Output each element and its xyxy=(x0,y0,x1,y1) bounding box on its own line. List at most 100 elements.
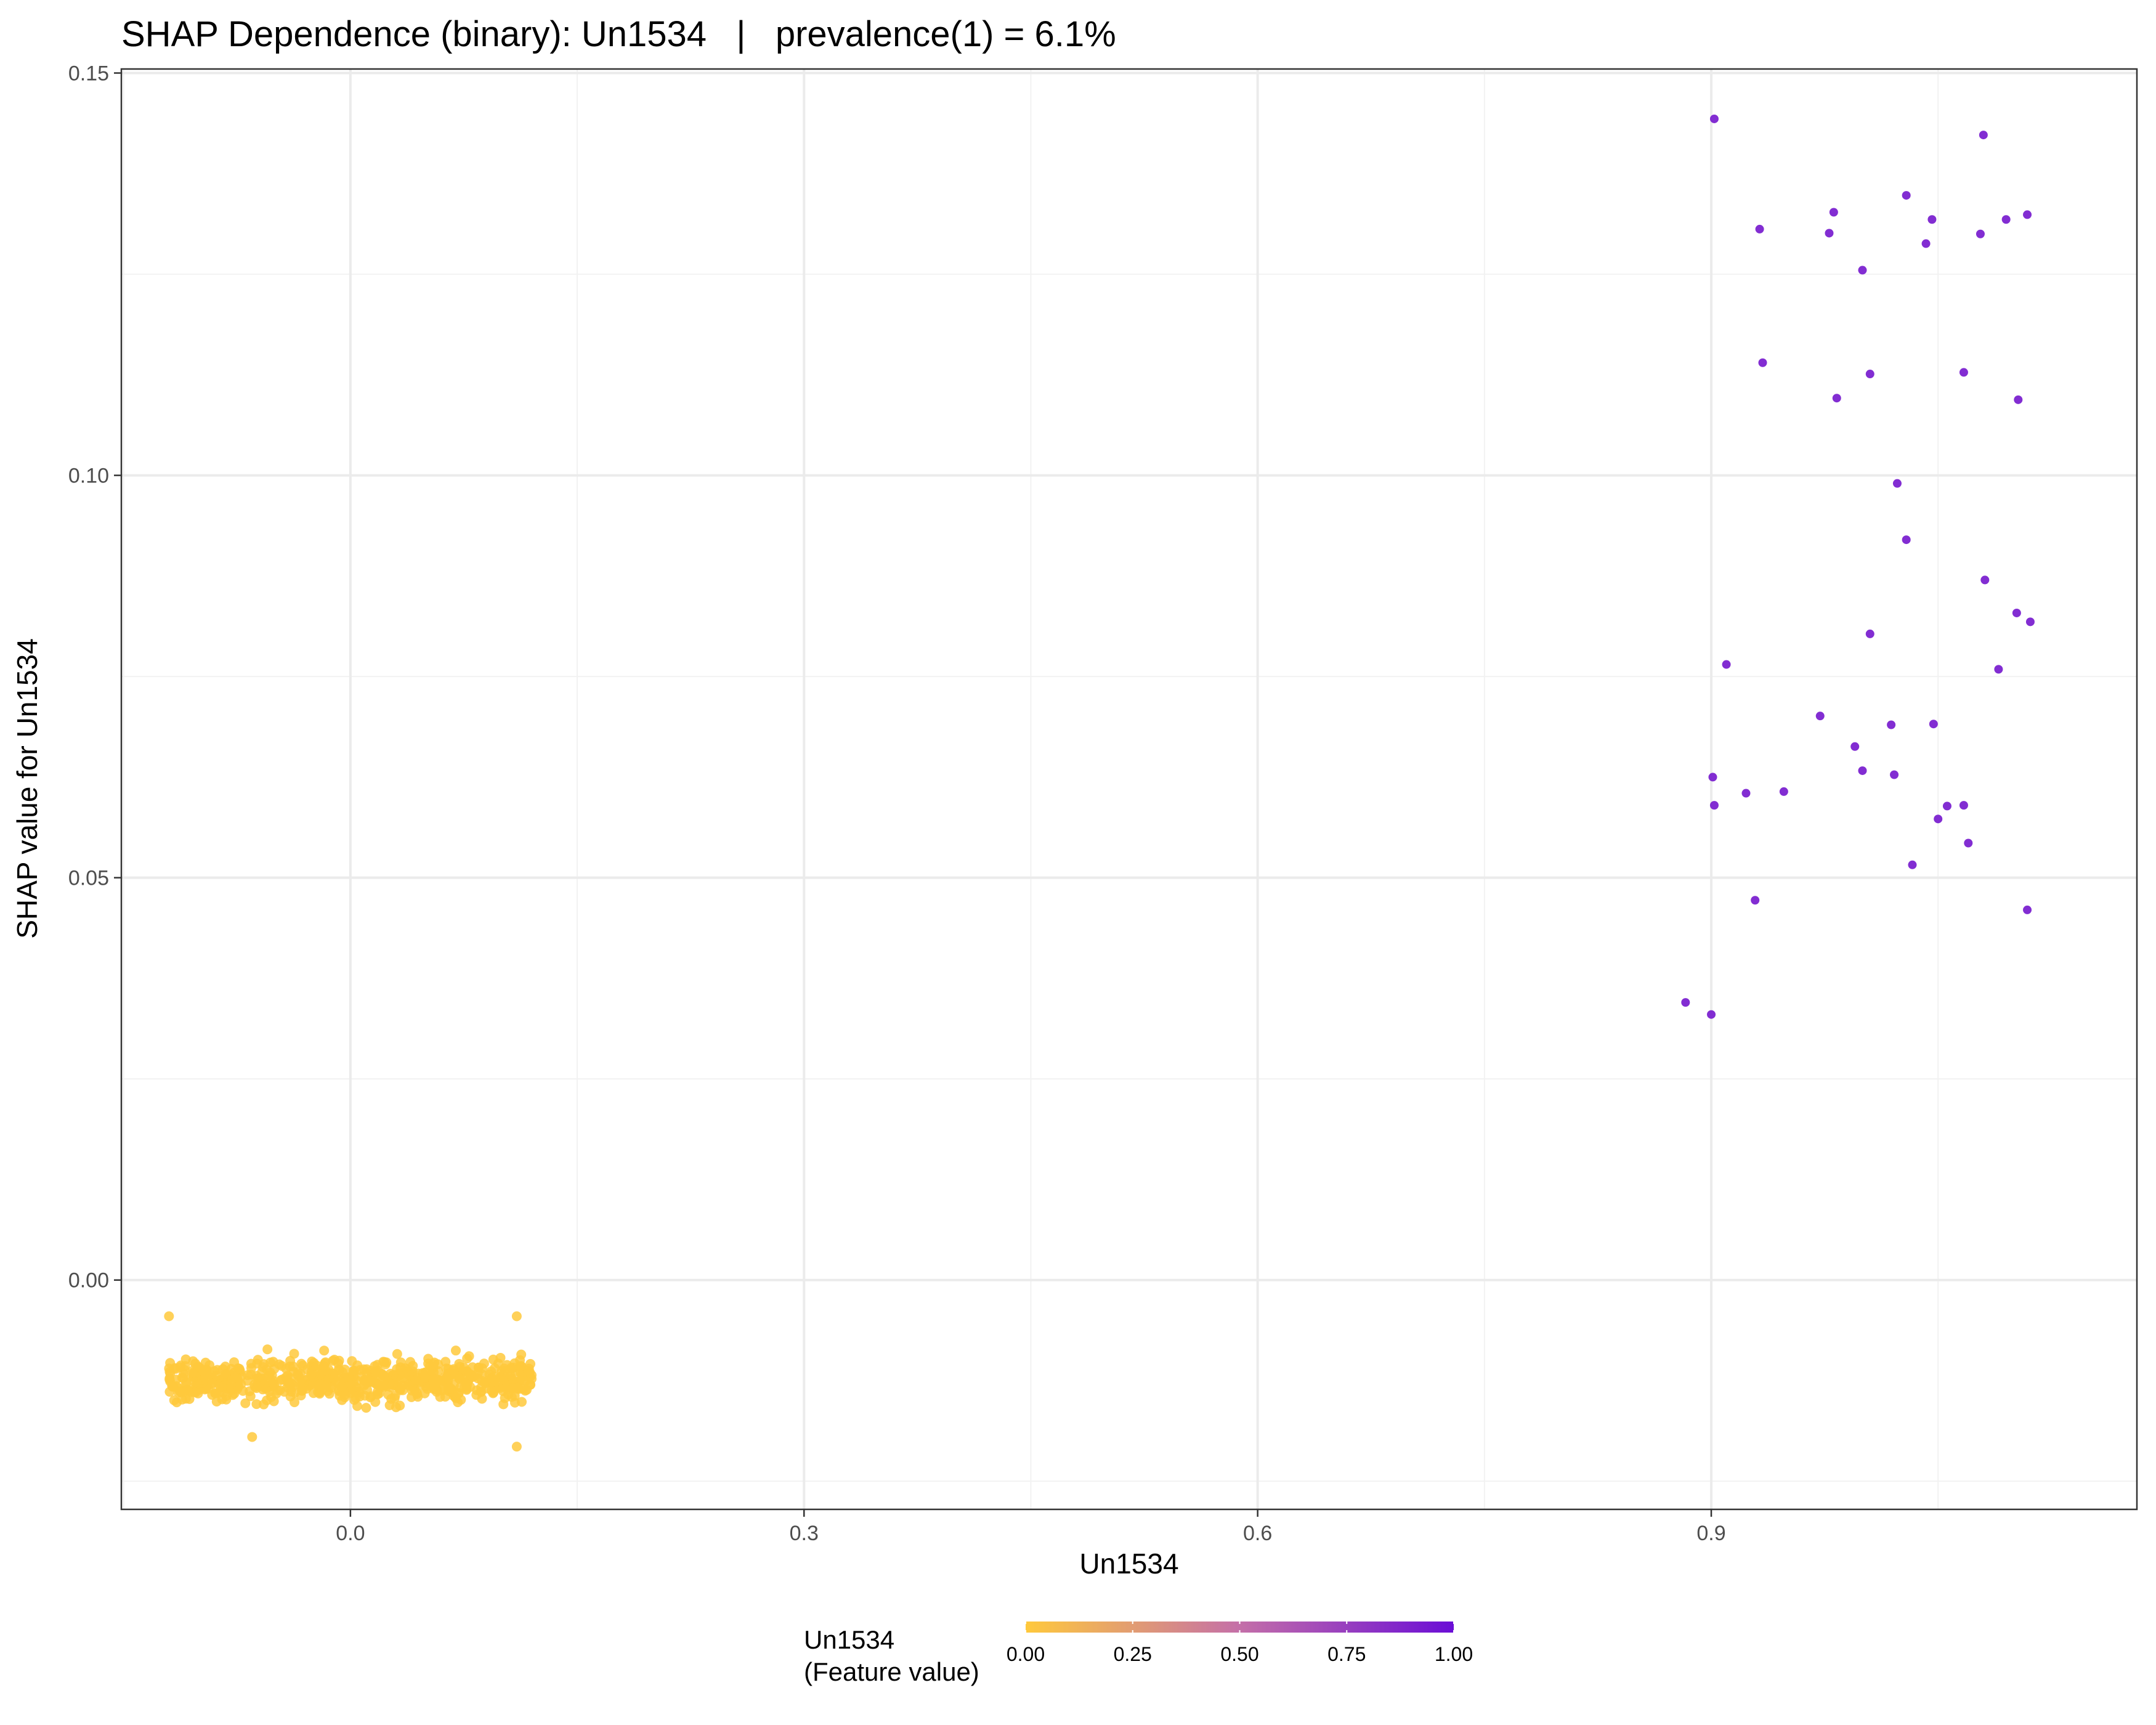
data-point-feature-0 xyxy=(431,1387,442,1397)
data-point-feature-1 xyxy=(1865,629,1874,638)
data-point-feature-1 xyxy=(1976,229,1985,238)
data-point-feature-0 xyxy=(217,1381,228,1392)
data-point-feature-0 xyxy=(440,1357,451,1367)
data-point-feature-0 xyxy=(190,1387,201,1398)
data-point-feature-0 xyxy=(339,1364,350,1374)
data-point-feature-1 xyxy=(1758,358,1767,367)
data-point-feature-1 xyxy=(1980,575,1990,585)
data-point-feature-0 xyxy=(197,1378,208,1388)
colorbar-tick-label: 1.00 xyxy=(1435,1643,1473,1665)
data-point-feature-1 xyxy=(1994,665,2003,674)
data-point-feature-1 xyxy=(1959,801,1968,810)
data-point-feature-1 xyxy=(2023,210,2032,219)
data-point-feature-0 xyxy=(251,1399,262,1410)
data-point-feature-1 xyxy=(1959,368,1968,377)
data-point-feature-1 xyxy=(1708,773,1717,782)
data-point-feature-0 xyxy=(176,1387,186,1398)
colorbar-tick-label: 0.50 xyxy=(1220,1643,1258,1665)
data-point-feature-0 xyxy=(366,1391,376,1402)
chart-title: SHAP Dependence (binary): Un1534 | preva… xyxy=(121,14,1116,54)
colorbar-tick-label: 0.00 xyxy=(1007,1643,1045,1665)
data-point-feature-1 xyxy=(1850,742,1860,751)
data-point-feature-0 xyxy=(517,1397,527,1407)
data-point-feature-1 xyxy=(1865,370,1874,379)
data-point-feature-0 xyxy=(201,1364,212,1374)
data-point-feature-0 xyxy=(352,1375,362,1386)
data-point-feature-0 xyxy=(320,1365,331,1376)
data-point-feature-0 xyxy=(484,1374,495,1385)
data-point-feature-0 xyxy=(296,1378,306,1389)
data-point-feature-0 xyxy=(290,1397,300,1408)
data-point-feature-1 xyxy=(1927,215,1937,224)
legend-title-line1: Un1534 xyxy=(804,1625,894,1654)
data-point-feature-0 xyxy=(365,1376,375,1386)
data-point-feature-1 xyxy=(1815,712,1825,721)
data-point-feature-0 xyxy=(479,1358,489,1369)
data-point-feature-0 xyxy=(262,1344,273,1355)
x-axis-title: Un1534 xyxy=(1079,1548,1178,1580)
x-tick-label: 0.9 xyxy=(1696,1522,1725,1545)
data-point-feature-0 xyxy=(505,1370,516,1381)
plot-panel xyxy=(121,69,2137,1509)
data-point-feature-0 xyxy=(486,1386,496,1396)
data-point-feature-0 xyxy=(217,1364,228,1374)
data-point-feature-0 xyxy=(395,1400,405,1411)
data-point-feature-0 xyxy=(359,1364,369,1374)
data-point-feature-0 xyxy=(472,1385,482,1395)
data-point-feature-1 xyxy=(1892,479,1902,488)
data-point-feature-0 xyxy=(340,1389,351,1400)
data-point-feature-1 xyxy=(2014,395,2023,404)
x-tick-label: 0.3 xyxy=(790,1522,819,1545)
data-point-feature-0 xyxy=(246,1358,256,1369)
data-point-feature-0 xyxy=(274,1359,285,1370)
data-point-feature-0 xyxy=(462,1354,472,1364)
data-point-feature-1 xyxy=(1858,266,1867,275)
data-point-feature-0 xyxy=(511,1442,522,1452)
data-point-feature-0 xyxy=(234,1363,245,1374)
data-point-feature-1 xyxy=(1964,838,1973,848)
data-point-feature-0 xyxy=(169,1395,179,1405)
major-gridlines xyxy=(121,69,2137,1509)
data-point-feature-0 xyxy=(433,1366,444,1376)
data-point-feature-1 xyxy=(1979,131,1988,140)
data-point-feature-0 xyxy=(293,1367,303,1378)
data-point-feature-1 xyxy=(2025,617,2035,627)
x-tick-label: 0.0 xyxy=(336,1522,365,1545)
data-point-feature-1 xyxy=(1779,787,1788,796)
data-point-feature-0 xyxy=(312,1360,322,1371)
data-point-feature-0 xyxy=(454,1358,464,1369)
data-point-feature-0 xyxy=(334,1355,344,1366)
data-point-feature-0 xyxy=(259,1399,269,1410)
data-point-feature-0 xyxy=(289,1349,299,1359)
x-tick-label: 0.6 xyxy=(1243,1522,1272,1545)
data-point-feature-0 xyxy=(207,1390,217,1400)
data-point-feature-1 xyxy=(1825,229,1834,238)
data-point-feature-1 xyxy=(1908,860,1917,869)
y-tick-label: 0.00 xyxy=(68,1269,109,1293)
colorbar-tick-label: 0.75 xyxy=(1327,1643,1366,1665)
data-point-feature-0 xyxy=(247,1432,257,1442)
colorbar-ticks: 0.00 0.25 0.50 0.75 1.00 xyxy=(1007,1622,1473,1665)
data-point-feature-0 xyxy=(450,1393,461,1403)
data-point-feature-0 xyxy=(259,1359,269,1370)
data-point-feature-0 xyxy=(395,1362,406,1373)
data-point-feature-0 xyxy=(344,1372,354,1382)
data-point-feature-0 xyxy=(308,1379,318,1389)
data-point-feature-0 xyxy=(428,1359,439,1370)
x-axis: 0.0 0.3 0.6 0.9 xyxy=(336,1509,1726,1545)
data-point-feature-0 xyxy=(525,1358,536,1369)
data-point-feature-0 xyxy=(393,1382,403,1392)
data-point-feature-1 xyxy=(1709,114,1719,123)
data-point-feature-0 xyxy=(516,1349,527,1360)
data-point-feature-0 xyxy=(240,1398,251,1408)
data-point-feature-0 xyxy=(171,1363,181,1374)
data-point-feature-0 xyxy=(450,1346,461,1356)
data-point-feature-0 xyxy=(389,1393,400,1403)
data-point-feature-0 xyxy=(245,1386,255,1397)
y-tick-label: 0.05 xyxy=(68,867,109,890)
color-legend: Un1534 (Feature value) 0.00 0.25 0.50 0.75 1… xyxy=(804,1622,1473,1686)
data-point-feature-0 xyxy=(413,1373,424,1383)
data-point-feature-1 xyxy=(1902,191,1911,200)
data-point-feature-0 xyxy=(392,1349,402,1359)
